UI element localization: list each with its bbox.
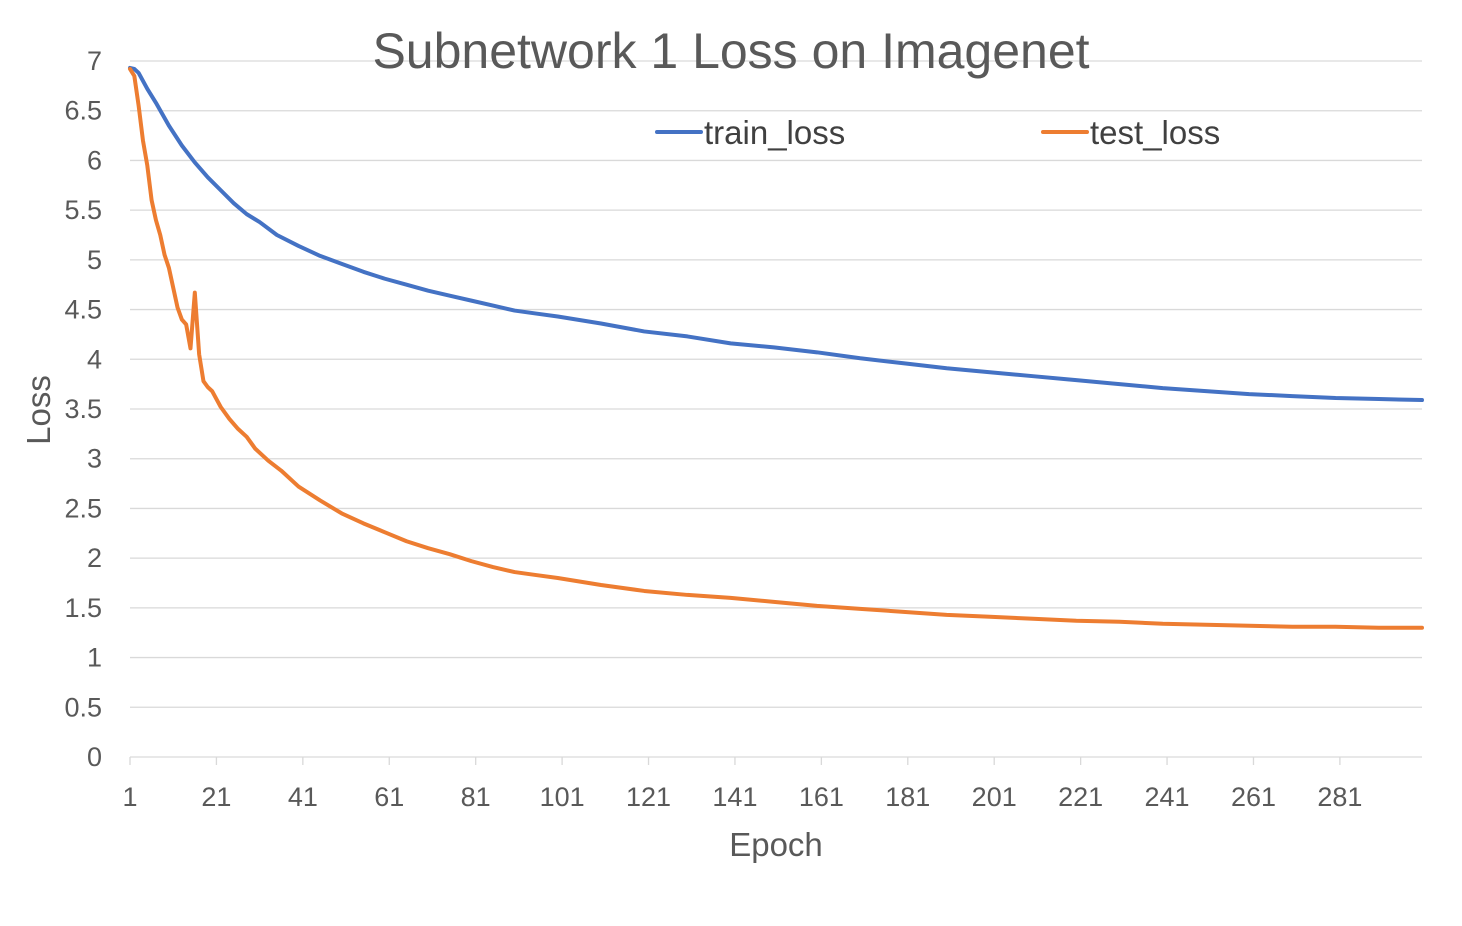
x-axis-label: Epoch — [729, 826, 823, 863]
y-tick-label: 5 — [87, 245, 102, 275]
y-tick-label: 0.5 — [64, 692, 102, 722]
x-tick-label: 241 — [1145, 782, 1190, 812]
y-tick-label: 2.5 — [64, 493, 102, 523]
x-tick-label: 141 — [712, 782, 757, 812]
y-tick-label: 0 — [87, 742, 102, 772]
legend-label-train-loss: train_loss — [704, 114, 845, 151]
x-tick-label: 201 — [972, 782, 1017, 812]
y-tick-labels: 0 0.5 1 1.5 2 2.5 3 3.5 4 4.5 5 5.5 6 6.5 7 — [64, 46, 102, 772]
x-tick-label: 161 — [799, 782, 844, 812]
y-tick-label: 4 — [87, 344, 102, 374]
x-tick-label: 1 — [122, 782, 137, 812]
y-tick-label: 1 — [87, 643, 102, 673]
x-tick-label: 41 — [288, 782, 318, 812]
y-tick-label: 6.5 — [64, 96, 102, 126]
y-tick-label: 7 — [87, 46, 102, 76]
y-tick-label: 3 — [87, 444, 102, 474]
y-tick-label: 4.5 — [64, 295, 102, 325]
series-line-test-loss — [128, 66, 1424, 630]
x-tick-label: 101 — [540, 782, 585, 812]
x-tick-labels: 1 21 41 61 81 101 121 141 161 181 201 221 241 261 281 — [122, 782, 1362, 812]
x-tick-label: 261 — [1231, 782, 1276, 812]
x-tick-label: 21 — [201, 782, 231, 812]
y-tick-label: 1.5 — [64, 593, 102, 623]
legend: train_loss test_loss — [655, 114, 1220, 151]
legend-label-test-loss: test_loss — [1090, 114, 1220, 151]
x-tick-label: 81 — [461, 782, 491, 812]
x-tick-label: 121 — [626, 782, 671, 812]
chart-title: Subnetwork 1 Loss on Imagenet — [372, 23, 1089, 79]
y-tick-label: 2 — [87, 543, 102, 573]
x-tick-label: 221 — [1058, 782, 1103, 812]
y-tick-label: 6 — [87, 145, 102, 175]
series-line-train-loss — [128, 65, 1424, 403]
y-tick-label: 3.5 — [64, 394, 102, 424]
x-tick-label: 181 — [885, 782, 930, 812]
x-tick-label: 281 — [1317, 782, 1362, 812]
y-tick-label: 5.5 — [64, 195, 102, 225]
gridlines — [129, 60, 1422, 765]
x-tick-label: 61 — [374, 782, 404, 812]
y-axis-label: Loss — [20, 375, 57, 445]
series-lines — [128, 65, 1424, 630]
